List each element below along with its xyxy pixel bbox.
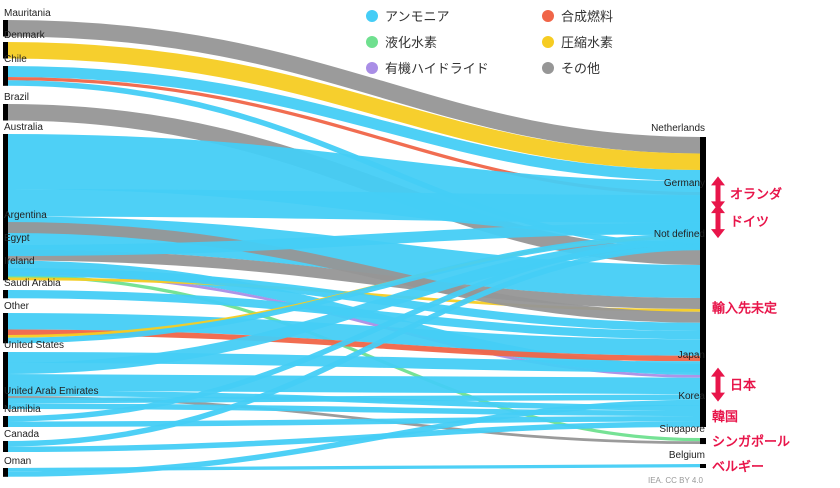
exporter-node-ireland [3,268,8,277]
flow-denmark-to-netherlands-compressed_hydrogen [6,42,701,170]
legend-swatch-icon [542,62,554,74]
flow-namibia-to-germany-ammonia [6,239,701,422]
double-arrow-japan [711,367,725,402]
importer-label-korea: Korea [678,391,705,402]
importer-label-japan: Japan [678,350,705,361]
exporter-node-saudi-arabia [3,290,8,299]
jp-label-germany: ドイツ [730,215,769,230]
importer-label-singapore: Singapore [659,424,705,435]
legend-item-ammonia: アンモニア [366,10,449,25]
exporter-label-canada: Canada [4,429,39,440]
exporter-label-saudi-arabia: Saudi Arabia [4,278,61,289]
flow-ireland-to-not-defined-ammonia [6,268,701,331]
exporter-label-other: Other [4,301,30,312]
legend-swatch-icon [542,36,554,48]
flow-australia-to-not-defined-other [6,249,701,309]
flow-oman-to-japan-ammonia [6,399,701,477]
legend-item-liquid-hydrogen: 液化水素 [366,36,437,51]
exporter-node-united-arab-emirates [3,398,8,409]
legend-swatch-icon [366,10,378,22]
exporter-node-other [3,313,8,344]
importer-label-germany: Germany [664,178,705,189]
importer-nodes: Netherlands Germany Not defined Japan Korea S… [651,123,706,468]
exporter-label-united-states: United States [4,340,64,351]
legend-item-compressed-hydrogen: 圧縮水素 [542,35,613,51]
flow-other-to-germany-ammonia [6,233,701,344]
exporter-node-mauritania [3,20,8,37]
legend-item-other: その他 [542,62,600,77]
flow-canada-to-germany-ammonia [6,244,701,447]
exporter-label-namibia: Namibia [4,404,41,415]
legend-item-lohc: 有機ハイドライド [366,62,489,77]
legend-swatch-icon [542,10,554,22]
jp-label-belgium: ベルギー [712,459,764,475]
legend-swatch-icon [366,36,378,48]
flow-argentina-to-not-defined-other [6,222,701,323]
exporter-node-united-states [3,352,8,399]
importer-node-singapore [700,438,706,445]
exporter-node-oman [3,468,8,477]
importer-label-not-defined: Not defined [654,229,705,240]
exporter-nodes: Mauritania Denmark Chile Brazil Australia Arg… [3,8,99,477]
importer-node-germany [700,192,706,251]
importer-node-belgium [700,464,706,468]
flow-namibia-to-korea-ammonia [6,416,701,427]
legend-label: 合成燃料 [561,9,613,25]
flow-mauritania-to-netherlands-other [6,20,701,154]
exporter-label-united-arab-emirates: United Arab Emirates [4,386,99,397]
exporter-label-australia: Australia [4,122,43,133]
credit-text: IEA. CC BY 4.0 [648,476,704,485]
importer-label-netherlands: Netherlands [651,123,705,134]
legend-label: 圧縮水素 [561,35,613,51]
exporter-label-argentina: Argentina [4,210,47,221]
jp-label-korea: 韓国 [712,409,738,425]
exporter-node-australia [3,134,8,281]
jp-label-netherlands: オランダ [730,186,782,202]
exporter-label-brazil: Brazil [4,92,29,103]
exporter-label-egypt: Egypt [4,233,30,244]
importer-node-japan [700,364,706,406]
flow-egypt-to-germany-ammonia [6,222,701,256]
exporter-node-egypt [3,245,8,256]
legend-label: アンモニア [385,10,449,25]
jp-label-singapore: シンガポール [712,434,790,450]
importer-label-belgium: Belgium [669,450,705,461]
importer-node-not-defined [700,243,706,373]
flow-united-states-to-japan-ammonia [6,374,701,395]
flow-chile-to-netherlands-ammonia [6,66,701,181]
legend-swatch-icon [366,62,378,74]
exporter-node-namibia [3,416,8,427]
exporter-node-chile [3,66,8,86]
jp-label-not-defined: 輸入先未定 [712,301,777,317]
exporter-node-denmark [3,42,8,59]
exporter-node-brazil [3,104,8,121]
exporter-node-canada [3,441,8,452]
legend-label: その他 [561,62,600,77]
double-arrow-germany [711,204,725,239]
legend-label: 液化水素 [385,36,437,51]
exporter-node-argentina [3,222,8,233]
importer-node-korea [700,405,706,427]
jp-label-japan: 日本 [730,378,756,394]
exporter-label-denmark: Denmark [4,30,46,41]
exporter-label-chile: Chile [4,54,27,65]
flow-united-arab-emirates-to-japan-ammonia [6,394,701,404]
legend-item-synthetic-fuel: 合成燃料 [542,9,613,25]
exporter-label-mauritania: Mauritania [4,8,51,19]
exporter-label-ireland: Ireland [4,256,35,267]
flow-links [6,20,701,477]
exporter-label-oman: Oman [4,456,31,467]
flow-australia-to-germany-ammonia [6,189,701,223]
legend-label: 有機ハイドライド [385,62,489,77]
flow-other-to-not-defined-ammonia [6,313,701,356]
flow-saudi-arabia-to-not-defined-ammonia [6,290,701,340]
